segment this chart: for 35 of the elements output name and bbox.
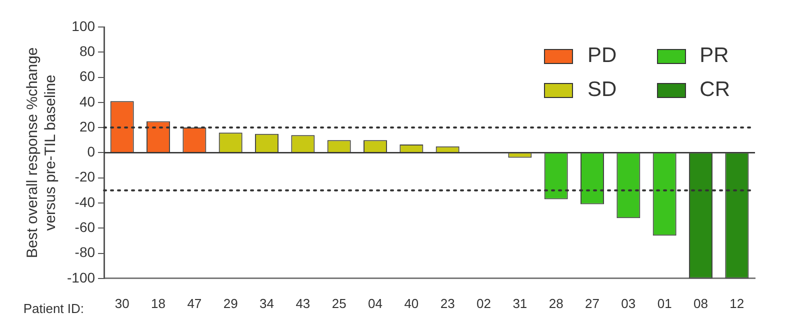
legend-label: SD [587, 78, 617, 102]
x-tick-label: 30 [114, 296, 130, 311]
x-tick-label: 04 [368, 296, 382, 311]
legend-label: CR [700, 78, 730, 102]
y-tick-label: 40 [79, 93, 96, 110]
legend-label: PR [700, 44, 729, 68]
legend-label: PD [587, 44, 617, 68]
y-tick-label: 0 [87, 144, 96, 160]
x-tick-label: 01 [657, 296, 672, 311]
y-tick-label: -100 [66, 269, 96, 286]
x-tick-label: 28 [548, 296, 564, 311]
y-tick-label: -80 [74, 244, 96, 260]
x-axis-title: Patient ID: [23, 300, 84, 316]
x-tick-label: 08 [694, 296, 708, 311]
y-tick-label: -20 [74, 168, 96, 185]
x-tick-label: 34 [260, 296, 274, 311]
x-tick-label: 23 [440, 296, 455, 311]
y-tick-label: 20 [79, 118, 96, 134]
y-tick-label: 80 [79, 43, 96, 59]
x-tick-label: 02 [476, 296, 491, 311]
x-tick-label: 43 [296, 296, 310, 311]
y-tick-label: 60 [79, 68, 96, 84]
x-tick-label: 27 [585, 296, 600, 311]
y-tick-label: -40 [74, 194, 96, 210]
x-tick-label: 18 [151, 296, 166, 311]
x-tick-label: 40 [404, 296, 419, 311]
x-tick-label: 12 [730, 296, 744, 311]
x-tick-label: 29 [223, 296, 238, 311]
x-tick-label: 25 [332, 296, 346, 311]
y-tick-label: -60 [74, 218, 96, 235]
x-tick-label: 03 [621, 296, 636, 311]
y-tick-label: 100 [72, 18, 96, 34]
y-axis-title: Best overall response %change versus pre-TIL baseline [24, 47, 60, 258]
x-tick-label: 31 [512, 296, 528, 311]
x-tick-label: 47 [187, 296, 202, 311]
